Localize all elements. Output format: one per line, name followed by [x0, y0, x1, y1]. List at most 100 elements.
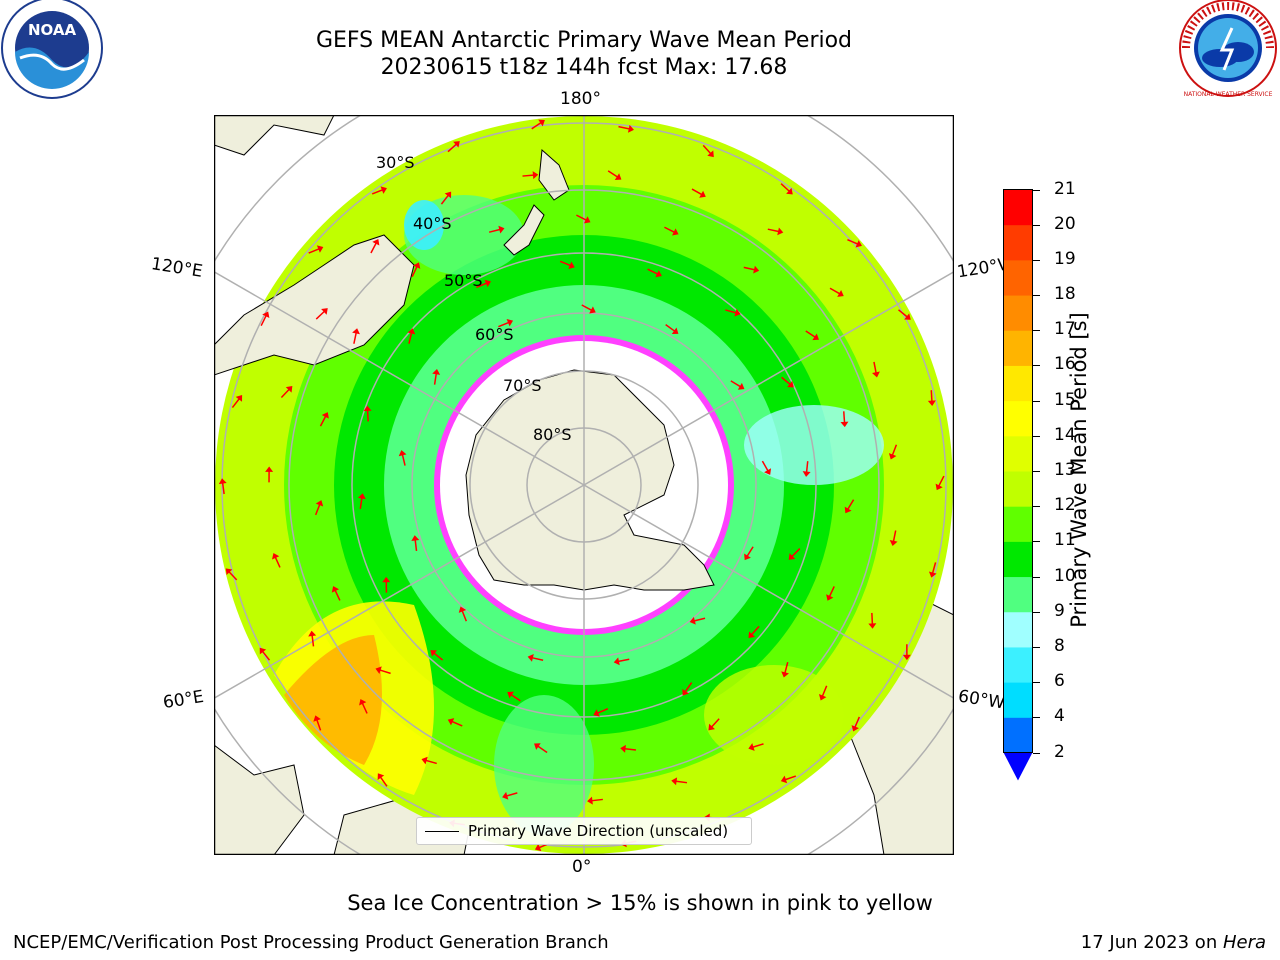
legend-label: Primary Wave Direction (unscaled) [468, 822, 729, 840]
wave-arrow-shaft [260, 315, 267, 327]
wave-arrow-shaft [647, 268, 658, 275]
wave-arrow-shaft [743, 266, 755, 271]
wave-arrow-shaft [262, 651, 271, 661]
wave-arrow-head [432, 368, 441, 375]
wave-arrow-shaft [522, 174, 534, 177]
wave-arrow-shaft [711, 718, 720, 728]
colorbar-tick-label: 13 [1054, 460, 1076, 480]
lon-label-60w: 60°W [956, 686, 1007, 714]
colorbar-tick-mark [1033, 717, 1040, 719]
wave-arrow-shaft [752, 743, 764, 748]
wave-arrow-shaft [725, 309, 737, 314]
wave-arrow-shaft [408, 332, 413, 344]
wave-arrow-shaft [761, 460, 769, 472]
wave-arrow-shaft [532, 657, 544, 662]
wave-arrow-shaft [675, 780, 688, 784]
colorbar-block [1003, 541, 1033, 578]
colorbar-tick-mark [1033, 646, 1040, 648]
colorbar-tick-label: 20 [1054, 213, 1076, 234]
wave-arrow-head [502, 791, 509, 800]
wave-arrow-shaft [702, 144, 712, 154]
wave-arrow-head [689, 616, 696, 625]
wave-arrow-head [363, 405, 372, 412]
wave-arrow-shaft [379, 669, 391, 675]
lat-label-80s: 80°S [533, 425, 572, 444]
wave-arrow-head [589, 306, 596, 314]
wave-arrow-shaft [353, 332, 357, 344]
wave-arrow-head [928, 571, 937, 578]
wave-arrow-shaft [433, 652, 444, 661]
wave-arrow-head [935, 483, 943, 491]
wave-arrow-shaft [274, 557, 281, 568]
wave-arrow-head [620, 744, 626, 753]
wave-arrow-head [534, 743, 541, 750]
wave-arrow-shaft [607, 170, 618, 178]
wave-arrow-head [889, 540, 898, 547]
colorbar-under-triangle [1003, 752, 1033, 781]
wave-arrow-head [844, 506, 852, 514]
wave-arrow-head [780, 775, 788, 784]
noaa-logo: NOAA [1, 0, 103, 99]
wave-direction-arrows [218, 119, 945, 852]
wave-arrow-shaft [370, 242, 377, 254]
wave-arrow-head [218, 478, 227, 485]
wave-arrow-head [285, 386, 293, 393]
wave-arrow-shaft [751, 625, 760, 636]
wave-arrow-shaft [624, 748, 637, 751]
wave-arrow-head [411, 535, 420, 541]
wave-arrow-shaft [791, 548, 801, 557]
lat-label-60s: 60°S [475, 325, 514, 344]
wave-arrow-shaft [581, 304, 592, 311]
wave-arrow-head [313, 715, 321, 722]
wave-arrow-head [259, 647, 267, 655]
colorbar-block [1003, 189, 1033, 226]
colorbar-block [1003, 646, 1033, 683]
wave-arrow-shaft [221, 482, 225, 495]
wave-arrow-head [413, 262, 421, 269]
wave-arrow-head [902, 654, 911, 661]
wave-arrow-shaft [228, 571, 238, 581]
wave-arrow-shaft [366, 410, 369, 422]
colorbar-tick-mark [1033, 365, 1040, 367]
wave-arrow-shaft [311, 635, 315, 647]
colorbar-tick-mark [1033, 752, 1040, 754]
wave-arrow-shaft [559, 260, 571, 267]
wave-arrow-shaft [694, 617, 706, 622]
wave-arrow-head [225, 568, 233, 576]
wave-arrow-head [421, 756, 428, 765]
wave-arrow-head [672, 228, 679, 236]
lat-label-40s: 40°S [413, 214, 452, 233]
wave-arrow-shaft [597, 708, 609, 714]
wave-arrow-head [593, 709, 600, 717]
sea-ice-note: Sea Ice Concentration > 15% is shown in … [347, 891, 933, 915]
nws-logo: NATIONAL WEATHER SERVICE [1179, 0, 1277, 98]
wave-arrow-head [398, 450, 407, 457]
wave-arrow-shaft [308, 248, 320, 254]
wave-arrow-shaft [440, 194, 449, 205]
wave-arrow-head [506, 318, 514, 327]
colorbar-tick-label: 18 [1054, 284, 1076, 305]
wave-arrow-head [587, 796, 593, 805]
colorbar-block [1003, 400, 1033, 437]
wave-arrow-head [627, 124, 634, 133]
wave-arrow-head [699, 190, 706, 198]
wave-arrow-head [655, 270, 662, 278]
colorbar-tick-mark [1033, 541, 1040, 543]
wave-arrow-head [737, 382, 745, 390]
colorbar-tick-label: 11 [1054, 530, 1076, 551]
wave-arrow-shaft [871, 612, 874, 624]
wave-arrow-shaft [892, 530, 897, 542]
wave-arrow-shaft [847, 499, 855, 510]
footer-date: 17 Jun 2023 on Hera [1081, 932, 1266, 953]
chart-title: GEFS MEAN Antarctic Primary Wave Mean Pe… [315, 28, 853, 53]
wave-arrow-head [316, 245, 324, 253]
wave-arrow-shaft [476, 282, 487, 289]
colorbar-tick-label: 2 [1054, 741, 1065, 762]
wave-arrow-head [682, 688, 689, 696]
colorbar-block [1003, 259, 1033, 296]
colorbar-tick-mark [1033, 682, 1040, 684]
colorbar-tick-mark [1033, 295, 1040, 297]
lon-label-120e: 120°E [149, 254, 204, 282]
wave-arrow-head [458, 606, 467, 613]
wave-arrow-head [377, 773, 385, 780]
